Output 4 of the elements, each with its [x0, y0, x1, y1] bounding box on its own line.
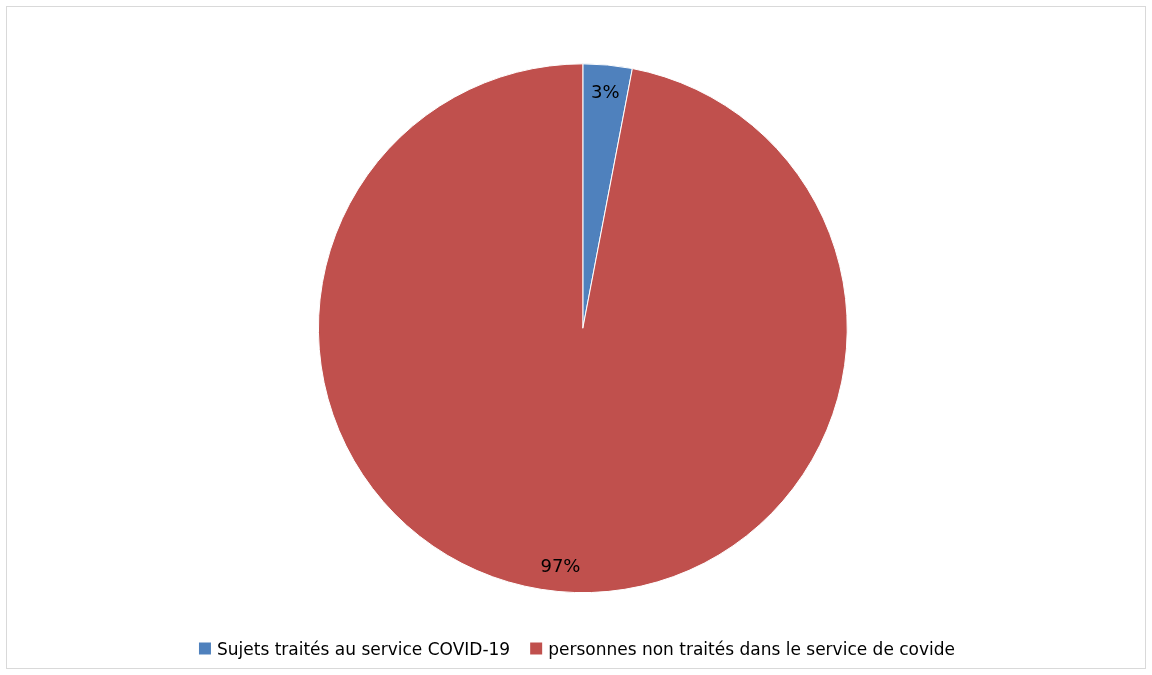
- legend-label: Sujets traités au service COVID-19: [216, 638, 511, 659]
- legend-label: personnes non traités dans le service de covide: [548, 638, 956, 659]
- data-label: 3%: [590, 80, 620, 102]
- data-label: 97%: [540, 554, 581, 576]
